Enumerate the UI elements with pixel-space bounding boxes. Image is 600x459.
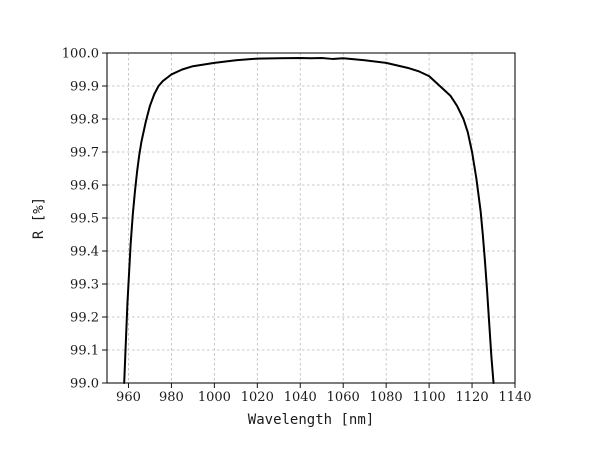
y-tick-label: 100.0 <box>62 47 99 62</box>
y-tick-label: 99.3 <box>70 278 99 293</box>
y-tick-label: 99.4 <box>70 245 99 260</box>
y-tick-label: 99.9 <box>70 80 99 95</box>
y-tick-label: 99.0 <box>70 377 99 392</box>
x-tick-label: 960 <box>116 390 141 405</box>
series-layer <box>123 56 495 384</box>
x-tick-label: 980 <box>159 390 184 405</box>
tick-marks <box>102 52 516 388</box>
y-tick-label: 99.7 <box>70 146 99 161</box>
x-tick-label: 1100 <box>413 390 446 405</box>
y-tick-label: 99.6 <box>70 179 99 194</box>
x-tick-label: 1020 <box>241 390 274 405</box>
x-tick-label: 1120 <box>456 390 489 405</box>
x-tick-label: 1080 <box>370 390 403 405</box>
x-tick-label: 1140 <box>498 390 531 405</box>
y-axis-title: R [%] <box>31 197 47 239</box>
y-tick-label: 99.1 <box>70 344 99 359</box>
x-tick-label: 1040 <box>284 390 317 405</box>
y-tick-label: 99.2 <box>70 311 99 326</box>
grid-lines <box>107 53 515 383</box>
x-tick-label: 1000 <box>198 390 231 405</box>
y-tick-label: 99.8 <box>70 113 99 128</box>
reflectance-series-line <box>123 56 495 384</box>
x-axis-title: Wavelength [nm] <box>248 412 374 428</box>
y-tick-label: 99.5 <box>70 212 99 227</box>
x-tick-label: 1060 <box>327 390 360 405</box>
y-tick-labels: 99.0 99.1 99.2 99.3 99.4 99.5 99.6 99.7 99.8 99.9… <box>62 47 99 392</box>
x-tick-labels: 960 980 1000 1020 1040 1060 1080 1100 1120 1140 <box>116 390 531 405</box>
